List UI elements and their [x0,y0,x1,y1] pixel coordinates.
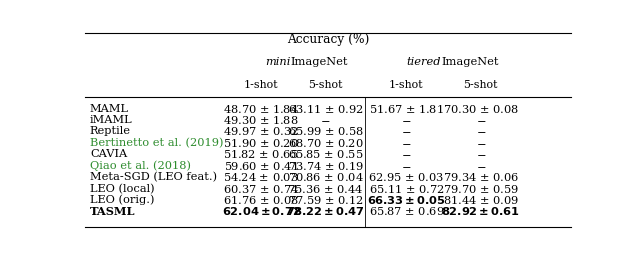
Text: $\mathbf{78.22\pm 0.47}$: $\mathbf{78.22\pm 0.47}$ [286,206,365,218]
Text: 68.70 $\pm$ 0.20: 68.70 $\pm$ 0.20 [288,137,364,149]
Text: 61.76 $\pm$ 0.08: 61.76 $\pm$ 0.08 [223,194,299,206]
Text: LEO (local): LEO (local) [90,184,154,194]
Text: 49.97 $\pm$ 0.32: 49.97 $\pm$ 0.32 [223,125,299,137]
Text: $-$: $-$ [321,115,331,125]
Text: 51.67 $\pm$ 1.81: 51.67 $\pm$ 1.81 [369,103,444,115]
Text: 65.85 $\pm$ 0.55: 65.85 $\pm$ 0.55 [288,148,364,160]
Text: LEO (orig.): LEO (orig.) [90,195,154,205]
Text: Qiao et al. (2018): Qiao et al. (2018) [90,161,191,171]
Text: $-$: $-$ [476,138,486,148]
Text: 5-shot: 5-shot [308,80,343,90]
Text: $-$: $-$ [401,149,412,159]
Text: Reptile: Reptile [90,126,131,136]
Text: ImageNet: ImageNet [441,57,499,67]
Text: $-$: $-$ [401,126,412,136]
Text: $\mathbf{82.92\pm 0.61}$: $\mathbf{82.92\pm 0.61}$ [442,206,520,218]
Text: 48.70 $\pm$ 1.84: 48.70 $\pm$ 1.84 [223,103,299,115]
Text: 59.60 $\pm$ 0.41: 59.60 $\pm$ 0.41 [224,160,298,172]
Text: $-$: $-$ [476,115,486,125]
Text: 5-shot: 5-shot [463,80,498,90]
Text: 65.11 $\pm$ 0.72: 65.11 $\pm$ 0.72 [369,183,444,195]
Text: 60.37 $\pm$ 0.74: 60.37 $\pm$ 0.74 [223,183,299,195]
Text: CAVIA: CAVIA [90,149,127,159]
Text: 79.70 $\pm$ 0.59: 79.70 $\pm$ 0.59 [443,183,518,195]
Text: $-$: $-$ [401,138,412,148]
Text: 62.95 $\pm$ 0.03: 62.95 $\pm$ 0.03 [369,171,444,183]
Text: mini: mini [266,57,291,67]
Text: 79.34 $\pm$ 0.06: 79.34 $\pm$ 0.06 [443,171,519,183]
Text: MAML: MAML [90,104,129,114]
Text: $\mathbf{66.33\pm 0.05}$: $\mathbf{66.33\pm 0.05}$ [367,194,445,206]
Text: $-$: $-$ [476,149,486,159]
Text: 51.90 $\pm$ 0.20: 51.90 $\pm$ 0.20 [223,137,299,149]
Text: tiered: tiered [406,57,441,67]
Text: 65.87 $\pm$ 0.69: 65.87 $\pm$ 0.69 [369,206,444,218]
Text: ImageNet: ImageNet [291,57,348,67]
Text: 1-shot: 1-shot [389,80,424,90]
Text: 63.11 $\pm$ 0.92: 63.11 $\pm$ 0.92 [288,103,363,115]
Text: 77.59 $\pm$ 0.12: 77.59 $\pm$ 0.12 [288,194,364,206]
Text: Bertinetto et al. (2019): Bertinetto et al. (2019) [90,138,223,148]
Text: iMAML: iMAML [90,115,132,125]
Text: 75.36 $\pm$ 0.44: 75.36 $\pm$ 0.44 [287,183,364,195]
Text: Accuracy (%): Accuracy (%) [287,33,369,46]
Text: 54.24 $\pm$ 0.03: 54.24 $\pm$ 0.03 [223,171,299,183]
Text: 73.74 $\pm$ 0.19: 73.74 $\pm$ 0.19 [287,160,364,172]
Text: 70.30 $\pm$ 0.08: 70.30 $\pm$ 0.08 [443,103,518,115]
Text: 1-shot: 1-shot [244,80,278,90]
Text: 81.44 $\pm$ 0.09: 81.44 $\pm$ 0.09 [443,194,519,206]
Text: Meta-SGD (LEO feat.): Meta-SGD (LEO feat.) [90,172,217,182]
Text: $-$: $-$ [476,126,486,136]
Text: $-$: $-$ [401,161,412,171]
Text: 49.30 $\pm$ 1.88: 49.30 $\pm$ 1.88 [223,114,299,126]
Text: 70.86 $\pm$ 0.04: 70.86 $\pm$ 0.04 [287,171,364,183]
Text: 51.82 $\pm$ 0.65: 51.82 $\pm$ 0.65 [223,148,299,160]
Text: $-$: $-$ [476,161,486,171]
Text: TASML: TASML [90,206,136,217]
Text: 65.99 $\pm$ 0.58: 65.99 $\pm$ 0.58 [287,125,364,137]
Text: $-$: $-$ [401,115,412,125]
Text: $\mathbf{62.04\pm 0.72}$: $\mathbf{62.04\pm 0.72}$ [221,206,301,218]
